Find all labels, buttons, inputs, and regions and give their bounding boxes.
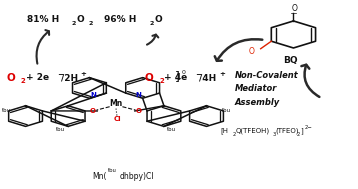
Text: ]: ] xyxy=(300,128,303,134)
Text: Non-Covalent: Non-Covalent xyxy=(235,71,299,80)
Text: +: + xyxy=(219,71,225,77)
Text: 2: 2 xyxy=(88,21,93,26)
Text: 96% H: 96% H xyxy=(103,15,136,24)
Text: Mediator: Mediator xyxy=(235,84,277,93)
Text: 2: 2 xyxy=(72,21,76,26)
Text: +: + xyxy=(81,71,86,77)
Text: [H: [H xyxy=(221,128,229,134)
Text: Assembly: Assembly xyxy=(235,98,280,107)
Text: tbu: tbu xyxy=(222,108,231,113)
Text: O: O xyxy=(154,15,162,24)
Text: + 2e: + 2e xyxy=(25,73,49,82)
Text: Q(TFEOH): Q(TFEOH) xyxy=(236,128,270,134)
Text: ]: ] xyxy=(175,70,179,83)
Text: O: O xyxy=(77,15,85,24)
Text: O: O xyxy=(144,73,153,83)
Text: O: O xyxy=(90,108,96,114)
Text: −: − xyxy=(195,70,202,79)
Text: 0: 0 xyxy=(182,70,185,75)
Text: tbu: tbu xyxy=(56,127,65,132)
Text: −: − xyxy=(57,70,63,79)
Text: Mn(: Mn( xyxy=(93,172,107,181)
Text: N: N xyxy=(91,92,97,98)
Text: tbu: tbu xyxy=(1,108,11,113)
Text: 3: 3 xyxy=(272,132,275,137)
Text: 2: 2 xyxy=(150,21,154,26)
Text: 2: 2 xyxy=(21,78,26,84)
Text: O: O xyxy=(291,4,297,13)
Text: Mn: Mn xyxy=(110,99,123,108)
Text: tbu: tbu xyxy=(167,127,176,132)
Text: Cl: Cl xyxy=(114,116,122,122)
Text: N: N xyxy=(135,92,141,98)
Text: 2: 2 xyxy=(297,132,300,137)
Text: O: O xyxy=(136,108,142,114)
Text: /4H: /4H xyxy=(199,73,217,82)
Text: tbu: tbu xyxy=(108,168,117,173)
Text: (TFEO): (TFEO) xyxy=(276,128,299,134)
Text: O: O xyxy=(249,47,255,56)
Text: 81% H: 81% H xyxy=(27,15,59,24)
Text: dhbpy)Cl: dhbpy)Cl xyxy=(120,172,154,181)
Text: + 4e: + 4e xyxy=(164,73,187,82)
Text: 2: 2 xyxy=(159,78,164,84)
Text: 2−: 2− xyxy=(305,125,313,130)
Text: 2: 2 xyxy=(232,132,236,137)
Text: O: O xyxy=(6,73,15,83)
Text: /2H: /2H xyxy=(61,73,78,82)
Text: BQ: BQ xyxy=(283,56,298,65)
